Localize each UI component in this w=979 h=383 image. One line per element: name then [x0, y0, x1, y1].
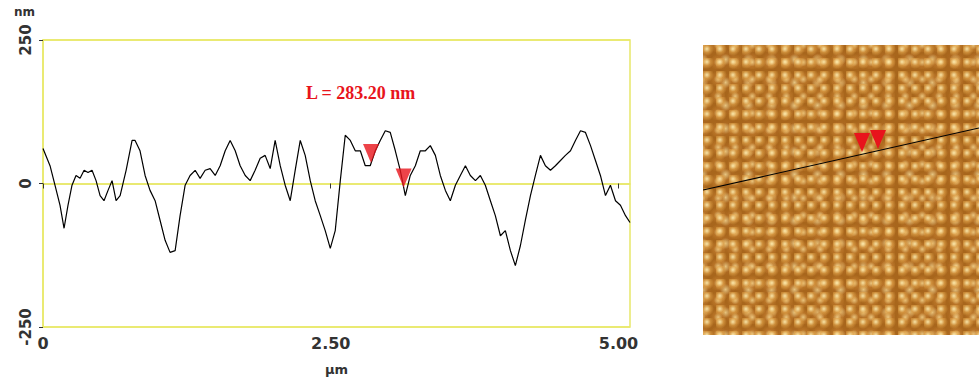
svg-text:nm: nm — [14, 5, 35, 19]
svg-text:0: 0 — [17, 178, 35, 188]
svg-text:-250: -250 — [17, 308, 35, 346]
svg-text:0: 0 — [37, 334, 48, 353]
svg-text:250: 250 — [17, 24, 35, 55]
svg-text:2.50: 2.50 — [311, 334, 350, 353]
svg-text:5.00: 5.00 — [599, 334, 638, 353]
svg-text:µm: µm — [325, 362, 348, 377]
svg-text:L = 283.20 nm: L = 283.20 nm — [306, 83, 415, 103]
